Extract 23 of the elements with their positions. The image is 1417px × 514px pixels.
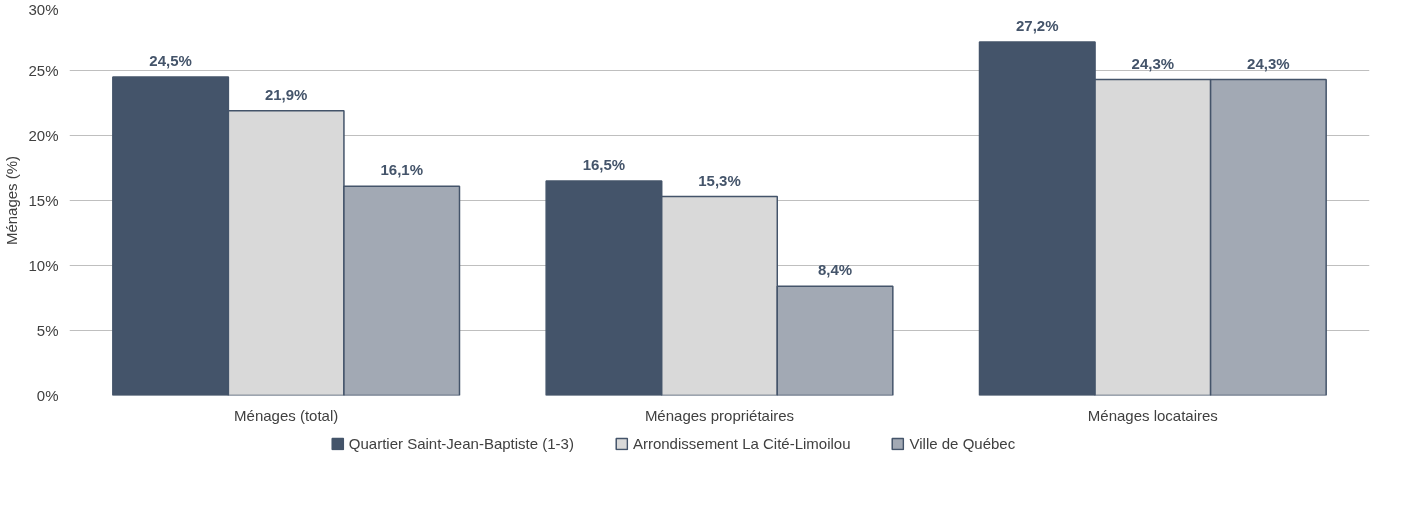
data-label: 15,3% <box>698 171 741 189</box>
data-label: 24,3% <box>1131 54 1175 72</box>
data-label: 27,2% <box>1016 16 1059 34</box>
x-tick-label: Ménages locataires <box>1087 406 1218 424</box>
y-tick-label: 30% <box>28 0 59 18</box>
y-tick-label: 10% <box>28 257 59 274</box>
x-tick-label: Ménages (total) <box>234 406 339 424</box>
y-tick-label: 15% <box>28 192 59 209</box>
legend-label: Arrondissement La Cité-Limoilou <box>632 434 851 452</box>
legend-label: Ville de Québec <box>909 434 1016 452</box>
data-label: 21,9% <box>264 85 308 103</box>
y-tick-label: 25% <box>28 62 59 79</box>
data-label: 16,5% <box>582 156 626 173</box>
y-tick-label: 5% <box>36 322 59 339</box>
legend-label: Quartier Saint-Jean-Baptiste (1-3) <box>348 434 574 452</box>
data-label: 24,3% <box>1247 54 1290 72</box>
data-label: 8,4% <box>817 261 853 279</box>
data-label: 24,5% <box>149 52 192 69</box>
x-tick-label: Ménages propriétaires <box>644 406 795 424</box>
y-tick-label: 0% <box>36 387 59 404</box>
y-tick-label: 20% <box>28 127 59 144</box>
data-label: 16,1% <box>380 161 423 179</box>
y-axis-title: Ménages (%) <box>3 155 21 246</box>
